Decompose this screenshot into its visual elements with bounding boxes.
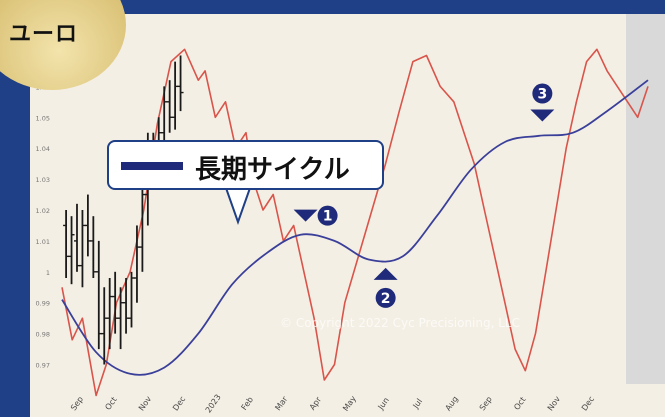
x-tick-label: Nov (137, 394, 153, 412)
marker-number-circle (375, 287, 396, 308)
forecast-shaded-region (626, 14, 665, 384)
y-tick-label: 1.05 (36, 114, 50, 122)
cycle-top-marker (530, 109, 555, 122)
cycle-bottom-marker (373, 267, 398, 280)
legend: 長期サイクル (107, 140, 384, 190)
x-tick-label: Sep (478, 395, 494, 413)
x-tick-label: Dec (171, 395, 187, 413)
x-tick-label: Sep (69, 395, 85, 413)
watermark: © Copyright 2022 Cyc Precisioning, LLC (280, 316, 520, 330)
x-tick-label: Feb (240, 395, 256, 412)
x-tick-label: Jun (376, 396, 391, 412)
long-cycle-line (61, 79, 649, 376)
x-tick-label: Apr (308, 395, 324, 412)
y-tick-label: 0.97 (36, 362, 50, 370)
y-tick-label: 0.98 (36, 331, 50, 339)
marker-number-label: 1 (323, 209, 333, 225)
x-tick-label: May (341, 394, 358, 413)
x-tick-label: 2023 (204, 393, 223, 415)
x-tick-label: Dec (580, 395, 596, 413)
y-tick-label: 1 (46, 269, 50, 277)
y-tick-label: 1.01 (36, 238, 50, 246)
y-tick-label: 1.04 (36, 145, 50, 153)
x-tick-label: Aug (444, 395, 460, 413)
legend-label: 長期サイクル (195, 155, 350, 185)
chart-plot-area (30, 14, 665, 417)
y-tick-label: 1.02 (36, 207, 50, 215)
y-tick-label: 1.03 (36, 176, 50, 184)
marker-number-label: 2 (381, 291, 391, 307)
x-tick-label: Jul (411, 397, 424, 411)
short-cycle-line (61, 48, 649, 397)
cycle-top-marker (293, 209, 318, 222)
frame-top (0, 0, 665, 14)
y-tick-label: 0.99 (36, 300, 50, 308)
marker-number-circle (317, 205, 338, 226)
legend-pointer (224, 187, 252, 226)
x-tick-label: Oct (103, 395, 118, 412)
x-tick-label: Nov (546, 394, 562, 412)
marker-number-circle (532, 83, 553, 104)
x-tick-label: Oct (512, 395, 527, 412)
x-tick-label: Mar (273, 394, 289, 412)
marker-number-label: 3 (537, 87, 547, 103)
chart-title: ユーロ (9, 22, 79, 47)
legend-swatch (121, 162, 183, 170)
